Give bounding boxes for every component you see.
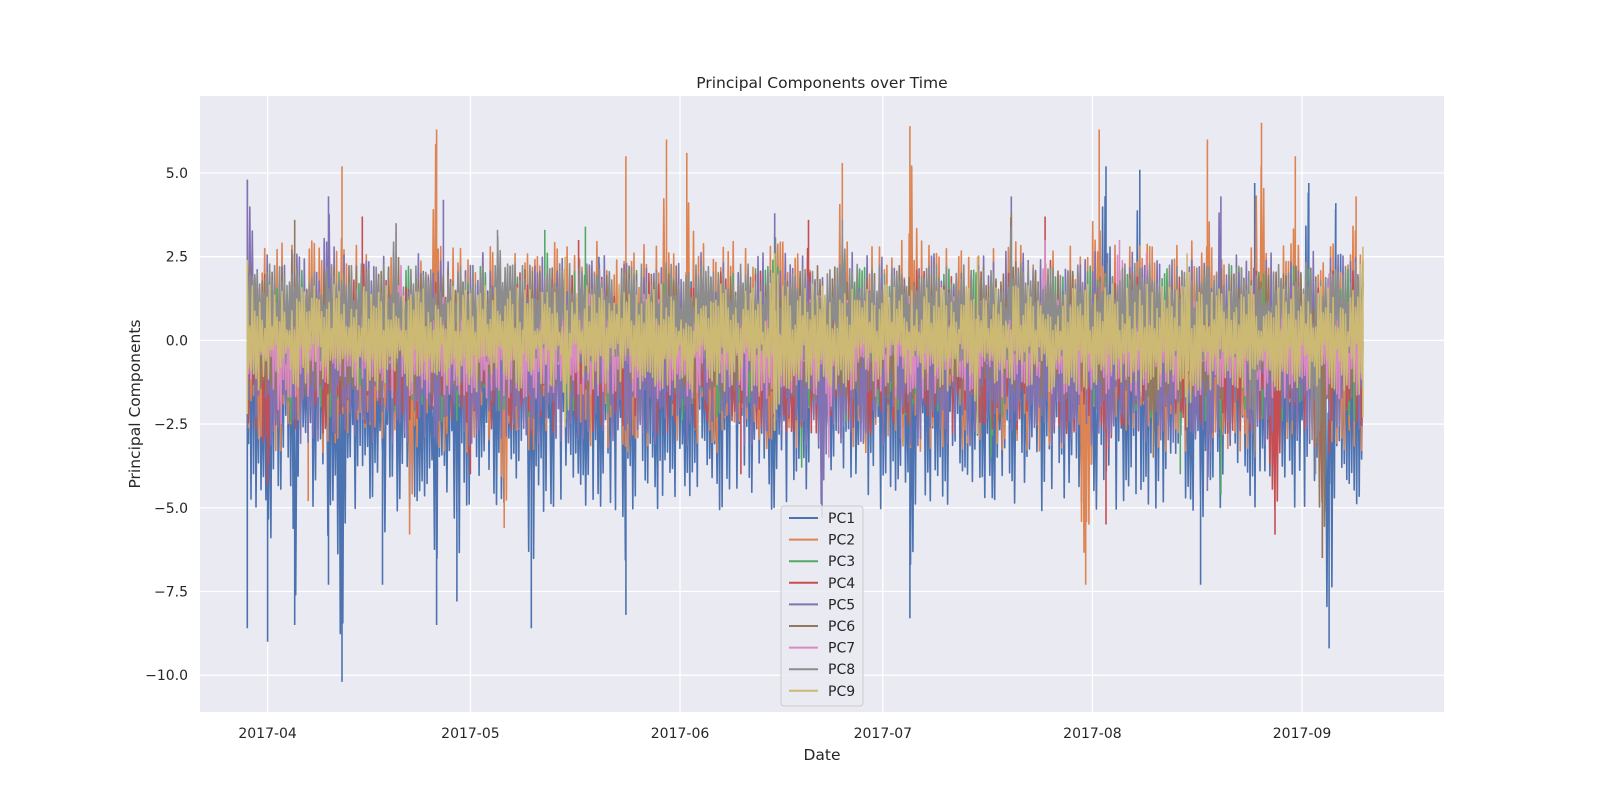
legend-label-pc6: PC6 [828,619,855,635]
x-tick-label: 2017-06 [651,726,710,742]
x-tick-label: 2017-08 [1063,726,1122,742]
y-tick-label: 5.0 [166,166,188,182]
x-tick-label: 2017-04 [238,726,297,742]
legend-label-pc2: PC2 [828,533,855,549]
chart-title: Principal Components over Time [696,74,947,92]
legend-label-pc9: PC9 [828,684,855,700]
y-tick-label: −7.5 [154,584,188,600]
legend-label-pc3: PC3 [828,554,855,570]
x-tick-label: 2017-09 [1273,726,1332,742]
legend-label-pc7: PC7 [828,641,855,657]
y-tick-label: 2.5 [166,250,188,266]
series-lines [246,122,1364,682]
x-tick-label: 2017-05 [441,726,500,742]
x-tick-labels: 2017-04 2017-05 2017-06 2017-07 2017-08 2017-… [238,726,1331,742]
y-tick-label: −2.5 [154,417,188,433]
legend-label-pc4: PC4 [828,576,855,592]
y-axis-title: Principal Components [126,319,144,488]
y-tick-label: −5.0 [154,501,188,517]
legend-label-pc8: PC8 [828,662,855,678]
series-line-pc9 [246,246,1364,435]
y-tick-label: 0.0 [166,333,188,349]
legend-box [780,505,864,707]
legend-label-pc5: PC5 [828,597,855,613]
legend: PC1 PC2 PC3 PC4 PC5 PC6 PC7 PC8 PC9 [780,505,864,707]
x-axis-title: Date [803,746,840,764]
legend-label-pc1: PC1 [828,511,855,527]
x-tick-label: 2017-07 [854,726,913,742]
y-tick-labels: 5.0 2.5 0.0 −2.5 −5.0 −7.5 −10.0 [145,166,188,684]
y-tick-label: −10.0 [145,668,188,684]
